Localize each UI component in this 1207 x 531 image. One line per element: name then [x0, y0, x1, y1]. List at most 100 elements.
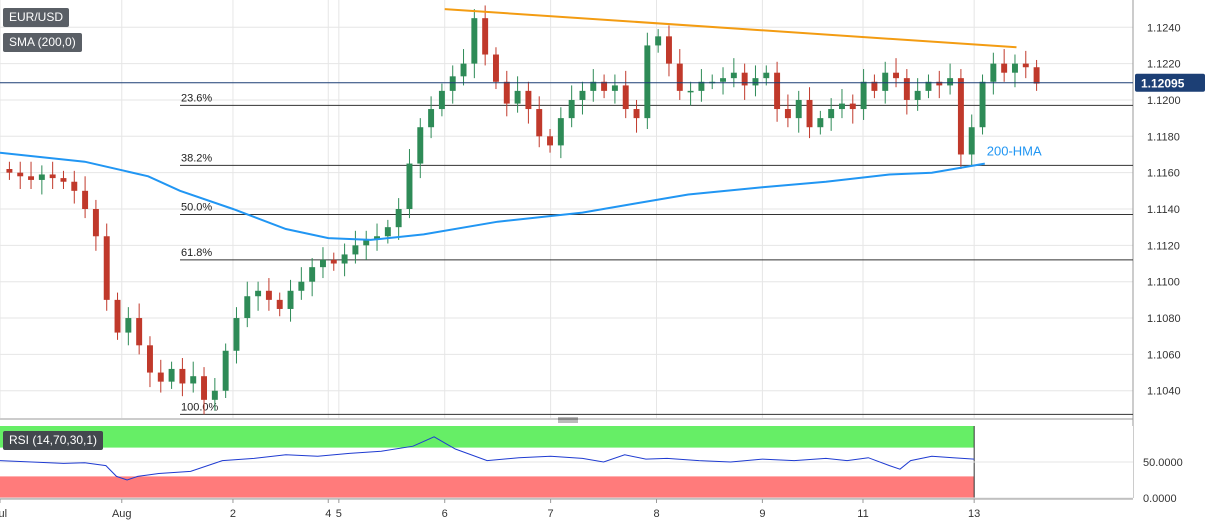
trendline — [444, 8, 1017, 49]
candle-body — [838, 103, 845, 110]
candle-body — [471, 18, 478, 64]
x-tick-label: 7 — [548, 508, 554, 520]
candle-body — [417, 127, 424, 164]
candle-body — [255, 290, 262, 297]
candle-body — [222, 350, 229, 391]
candle-body — [1033, 67, 1040, 84]
candle-body — [6, 169, 13, 173]
candle-body — [395, 209, 402, 228]
price-tick-label: 1.1100 — [1147, 277, 1180, 289]
candle-body — [568, 99, 575, 119]
candle-body — [482, 18, 489, 55]
candle-body — [1001, 63, 1008, 73]
candle-body — [438, 90, 445, 110]
candle-body — [276, 299, 283, 309]
candle-body — [655, 36, 662, 46]
price-tick-label: 1.1240 — [1147, 22, 1181, 34]
price-tick-label: 1.1160 — [1147, 168, 1180, 180]
candle-body — [676, 63, 683, 91]
candle-body — [882, 72, 889, 91]
candle-body — [309, 267, 316, 282]
x-tick-label: 4 — [325, 508, 331, 520]
candle-body — [28, 176, 35, 180]
candle-body — [244, 296, 251, 319]
candle-body — [319, 259, 326, 268]
candle-body — [233, 318, 240, 351]
candle-body — [849, 103, 856, 110]
candle-body — [752, 78, 759, 86]
candle-body — [211, 390, 218, 400]
candle-body — [1011, 63, 1018, 73]
candle-body — [49, 174, 56, 179]
price-tick-label: 1.1140 — [1147, 204, 1180, 216]
x-tick-label: 6 — [442, 508, 448, 520]
fib-level-label: 23.6% — [181, 92, 212, 104]
candle-body — [817, 118, 824, 128]
candle-body — [525, 90, 532, 110]
price-tick-label: 1.1080 — [1147, 313, 1181, 325]
price-tick-label: 1.1220 — [1147, 59, 1181, 71]
x-tick-label: 2 — [230, 508, 236, 520]
symbol-badge: EUR/USD — [3, 8, 70, 27]
candle-body — [503, 81, 510, 104]
candle-body — [287, 290, 294, 309]
candle-body — [936, 81, 943, 86]
candle-body — [201, 376, 208, 400]
current-price-label: 1.12095 — [1141, 77, 1185, 91]
candle-body — [720, 78, 727, 82]
candle-body — [146, 345, 153, 373]
price-tick-label: 1.1180 — [1147, 131, 1180, 143]
candle-body — [590, 81, 597, 91]
candle-body — [352, 245, 359, 255]
candle-body — [179, 368, 186, 384]
candle-body — [828, 109, 835, 119]
candle-body — [893, 72, 900, 79]
candle-body — [514, 90, 521, 104]
rsi-tick-label: 50.0000 — [1143, 457, 1183, 469]
fib-level-label: 38.2% — [181, 152, 212, 164]
candle-body — [644, 45, 651, 119]
price-tick-label: 1.1200 — [1147, 95, 1181, 107]
candle-body — [71, 181, 78, 191]
candle-body — [784, 109, 791, 119]
candle-body — [633, 109, 640, 119]
candle-body — [265, 290, 272, 300]
candle-body — [806, 99, 813, 128]
candle-body — [665, 36, 672, 64]
candle-body — [449, 76, 456, 91]
candle-body — [374, 236, 381, 240]
candle-body — [114, 299, 121, 333]
candle-body — [957, 78, 964, 155]
candle-body — [925, 81, 932, 91]
x-tick-label: 8 — [653, 508, 659, 520]
candle-body — [60, 178, 67, 182]
candle-body — [914, 90, 921, 100]
candle-body — [795, 99, 802, 119]
candle-body — [622, 85, 629, 110]
sma-line — [0, 151, 985, 241]
x-tick-label: Jul — [0, 508, 7, 520]
candle-body — [136, 318, 143, 346]
candle-body — [363, 239, 370, 246]
x-tick-label: 5 — [336, 508, 342, 520]
rsi-panel: 50.0000 0.0000 — [0, 426, 1183, 505]
candle-body — [92, 209, 99, 237]
candle-body — [460, 63, 467, 77]
candle-body — [1022, 63, 1029, 68]
candle-body — [341, 254, 348, 264]
candle-body — [536, 109, 543, 137]
rsi-tick-label: 0.0000 — [1143, 493, 1177, 505]
panel-resize-handle[interactable] — [0, 417, 1133, 423]
candle-body — [611, 85, 618, 91]
x-axis: Jul Aug 2 45 6 7 8 9 11 13 — [0, 498, 1133, 520]
fib-level-label: 100.0% — [181, 401, 219, 413]
rsi-badge: RSI (14,70,30,1) — [3, 431, 104, 450]
candle-body — [125, 318, 132, 333]
candle-body — [330, 259, 337, 264]
candle-body — [860, 81, 867, 110]
candle-body — [190, 376, 197, 384]
candle-body — [17, 172, 24, 177]
current-price-tag — [1135, 73, 1205, 92]
rsi-oversold-zone — [0, 476, 975, 498]
candle-body — [741, 72, 748, 86]
